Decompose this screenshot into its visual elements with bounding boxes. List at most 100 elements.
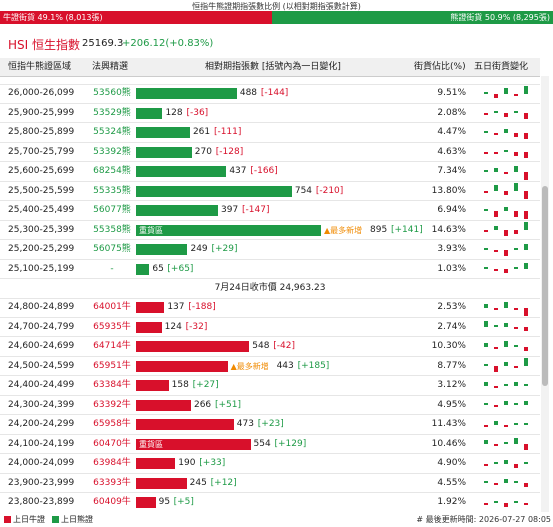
change: [+185]: [297, 360, 330, 371]
change: [-111]: [213, 127, 242, 137]
count-bar: [136, 380, 169, 391]
count: 261: [192, 127, 211, 137]
code: 65958牛: [93, 419, 131, 429]
count: 158: [171, 380, 189, 390]
trend-bar: [524, 243, 528, 250]
table-row: 24,600-24,699 64714牛 548 [-42] 10.30%: [0, 337, 540, 357]
trend-bar: [494, 420, 498, 425]
ratio-bar: 牛證街貨 49.1% (8,013張) 熊證街貨 50.9% (8,295張): [0, 11, 553, 24]
trend-bar: [484, 403, 488, 405]
count: 397: [221, 205, 239, 215]
trend-bar: [524, 383, 528, 386]
code: 65935牛: [93, 321, 131, 332]
table-row: 24,700-24,799 65935牛 124 [-32] 2.74%: [0, 318, 540, 337]
count-bar: [136, 185, 292, 197]
code: 53529熊: [93, 107, 131, 118]
trend-bar: [514, 267, 518, 269]
code: 56075熊: [93, 244, 131, 254]
code: 63384牛: [93, 380, 131, 390]
count: 190: [178, 458, 196, 468]
count-bar: [136, 107, 163, 119]
trend-bar: [484, 502, 488, 505]
change: [+12]: [210, 477, 237, 488]
table-row: 25,700-25,799 53392熊 270 [-128] 4.63%: [0, 143, 540, 162]
column-header: 恒指牛熊證區域: [8, 62, 72, 72]
count-bar: [136, 458, 176, 469]
pct: 7.34%: [437, 166, 466, 176]
trend-bar: [524, 191, 528, 199]
scrollbar[interactable]: [541, 76, 549, 512]
table-row: 26,000-26,099 53560熊 488 [-144] 9.51%: [0, 84, 540, 104]
bear-share: [271, 11, 553, 24]
code: 53392熊: [93, 146, 131, 157]
trend-bar: [494, 152, 498, 154]
count: 245: [189, 477, 207, 488]
count: 128: [165, 107, 183, 118]
change: [+129]: [274, 438, 307, 449]
trend-bar: [504, 150, 508, 152]
trend-bar: [504, 459, 508, 464]
trend-bar: [504, 87, 508, 94]
count: 270: [194, 146, 212, 157]
index-change: +206.12(+0.83%): [122, 38, 214, 49]
range: 24,000-24,099: [8, 458, 75, 468]
trend-bar: [494, 185, 498, 191]
range: 24,700-24,799: [8, 321, 75, 332]
range: 23,900-23,999: [8, 477, 75, 488]
trend-bar: [504, 442, 508, 444]
range: 25,200-25,299: [8, 244, 75, 254]
column-header: 法興精選: [92, 62, 129, 72]
legend-swatch: [52, 516, 59, 523]
index-name: HSI 恒生指數: [8, 38, 80, 52]
trend-bar: [524, 401, 528, 405]
change: [-32]: [185, 321, 208, 332]
pct: 4.47%: [437, 127, 466, 137]
range: 24,600-24,699: [8, 341, 75, 351]
column-header: 街貨佔比(%): [414, 62, 466, 72]
trend-bar: [484, 208, 488, 211]
pct: 4.63%: [437, 146, 466, 157]
change: [-42]: [273, 341, 295, 351]
trend-bar: [514, 152, 518, 156]
count: 473: [236, 419, 254, 429]
range: 24,100-24,199: [8, 438, 75, 449]
trend-bar: [494, 346, 498, 349]
trend-bar: [494, 132, 498, 135]
trend-bar: [504, 191, 508, 195]
trend-bar: [484, 481, 488, 483]
trend-bar: [504, 340, 508, 347]
count: 266: [193, 399, 212, 410]
trend-bar: [504, 230, 508, 236]
range: 23,800-23,899: [8, 497, 75, 507]
trend-bar: [494, 500, 498, 503]
table-row: 25,800-25,899 55324熊 261 [-111] 4.47%: [0, 123, 540, 143]
table-row: 23,900-23,999 63393牛 245 [+12] 4.55%: [0, 474, 540, 493]
trend-bar: [524, 263, 528, 269]
code: 55358熊: [93, 224, 131, 235]
code: 65951牛: [93, 360, 131, 371]
pct: 10.30%: [431, 341, 466, 351]
scroll-thumb[interactable]: [542, 186, 548, 386]
trend-bar: [514, 165, 518, 172]
code: 64714牛: [93, 341, 131, 351]
change: [+51]: [214, 399, 241, 410]
trend-bar: [524, 483, 528, 487]
trend-bar: [494, 210, 498, 217]
table-row: 25,300-25,399 55358熊 重貨區 ▲最多新增 895 [+141] 14.6…: [0, 221, 540, 240]
pct: 4.95%: [437, 399, 466, 410]
count: 548: [252, 341, 270, 351]
trend-bar: [504, 171, 508, 174]
trend-bar: [524, 327, 528, 331]
trend-bar: [514, 210, 518, 217]
table-row: 25,100-25,199 - 65 [+65] 1.03%: [0, 260, 540, 279]
trend-bar: [484, 424, 488, 427]
change: [-36]: [186, 107, 209, 118]
trend-bar: [484, 130, 488, 133]
trend-bar: [484, 303, 488, 308]
code: 53560熊: [93, 88, 131, 98]
change: [-166]: [250, 166, 278, 176]
pct: 8.77%: [437, 360, 466, 371]
trend-bar: [484, 342, 488, 347]
change: [+33]: [199, 458, 226, 468]
count-bar: 重貨區: [136, 224, 321, 236]
